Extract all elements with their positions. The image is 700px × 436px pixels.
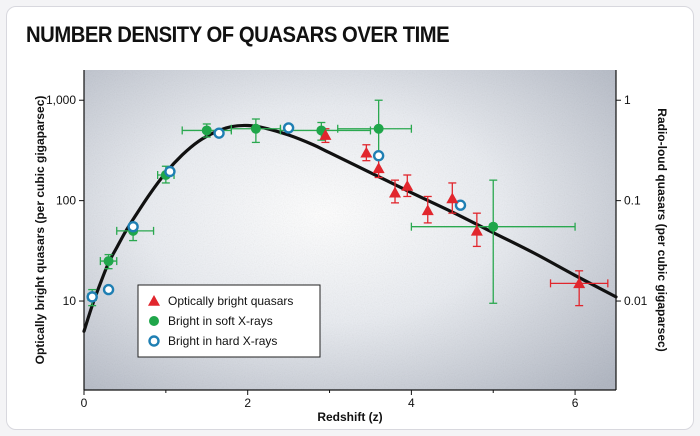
hard-xray-point (102, 283, 115, 296)
y-right-tick-label: 0.1 (624, 194, 641, 208)
soft-xray-point (103, 256, 114, 267)
soft-xray-point (488, 221, 499, 232)
legend-filled-circle-icon (149, 316, 159, 326)
y-left-tick-label: 1,000 (46, 93, 76, 107)
x-tick-label: 0 (81, 396, 88, 410)
soft-xray-point (201, 125, 212, 136)
x-tick-label: 6 (572, 396, 579, 410)
optical-quasar-point (401, 179, 414, 191)
y-left-tick-label: 10 (63, 294, 77, 308)
optical-quasar-point (372, 162, 385, 174)
y-right-tick-label: 0.01 (624, 294, 648, 308)
soft-xray-point (373, 123, 384, 134)
y-axis-right-label: Radio-loud quasars (per cubic gigaparsec… (655, 108, 669, 351)
optical-quasar-point (573, 277, 586, 289)
hard-xray-point (454, 199, 467, 211)
optical-quasar-point (446, 192, 459, 204)
optical-quasar-point (360, 146, 373, 158)
hard-xray-point (127, 220, 139, 233)
legend-entry-label: Optically bright quasars (168, 294, 293, 308)
hard-xray-point (372, 150, 385, 162)
hard-xray-point (213, 127, 225, 139)
optical-quasar-point (319, 129, 332, 140)
legend: Optically bright quasars Bright in soft X… (137, 284, 321, 358)
legend-triangle-icon (148, 295, 160, 306)
y-left-tick-label: 100 (56, 194, 76, 208)
chart-title: NUMBER DENSITY OF QUASARS OVER TIME (26, 22, 450, 47)
legend-box (137, 284, 321, 358)
hard-xray-point (164, 165, 176, 178)
soft-xray-point (250, 123, 261, 134)
y-axis-left-label: Optically bright quasars (per cubic giga… (33, 96, 47, 365)
axes: 0 2 4 6 1,000 100 10 1 0.1 0.01 Redshift (z) Optica… (33, 70, 669, 424)
legend-open-circle-icon (148, 335, 160, 347)
x-tick-label: 2 (244, 396, 251, 410)
optical-quasar-point (470, 224, 483, 236)
hard-xray-point (282, 122, 295, 134)
legend-entry-label: Bright in hard X-rays (168, 334, 277, 348)
y-right-tick-label: 1 (624, 93, 631, 107)
hard-xray-point (86, 291, 98, 303)
optical-quasar-point (421, 204, 434, 216)
x-tick-label: 4 (408, 396, 415, 410)
data-marks (86, 99, 609, 307)
optical-quasar-point (389, 186, 402, 198)
legend-entry-label: Bright in soft X-rays (168, 314, 273, 328)
x-axis-label: Redshift (z) (317, 410, 382, 424)
